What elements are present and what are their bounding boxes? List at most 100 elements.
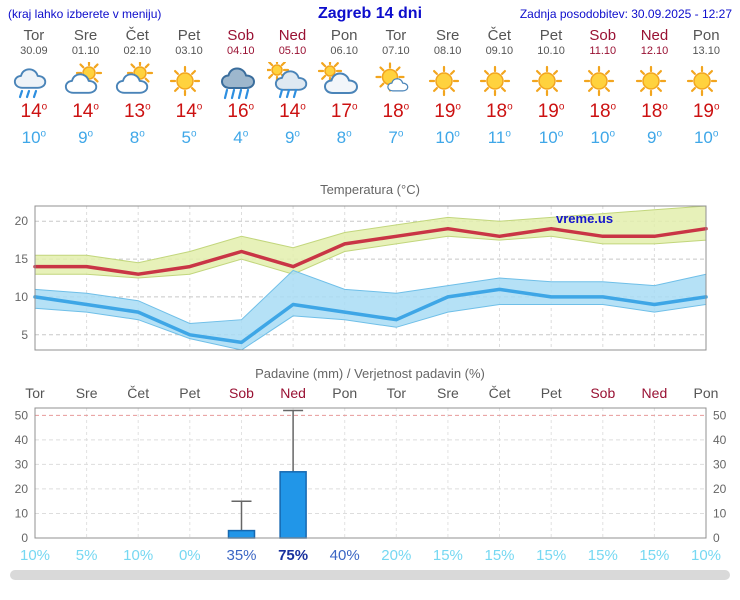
weather-icon-mostly-sunny	[375, 62, 409, 92]
max-temperature: 18o	[382, 101, 410, 122]
min-temperature: 10o	[693, 128, 719, 147]
weather-icon-cloudy	[318, 62, 359, 94]
day-date: 01.10	[71, 45, 100, 57]
header: (kraj lahko izberete v meniju) Zagreb 14…	[0, 0, 740, 25]
max-temperature: 19o	[434, 101, 461, 122]
day-column: Sre 01.10 14o 9o	[60, 27, 112, 148]
day-name: Ned	[278, 27, 307, 44]
precip-plot-border	[34, 407, 707, 539]
precip-day-label: Sob	[229, 385, 254, 401]
min-temperature: 11o	[487, 128, 511, 147]
day-name: Pet	[539, 27, 563, 44]
day-column: Ned 05.10 14o 9o	[266, 27, 319, 148]
page-title: Zagreb 14 dni	[317, 5, 423, 22]
y-tick-label-left: 10	[15, 507, 29, 521]
y-tick-label: 10	[15, 290, 29, 304]
day-name: Sre	[435, 27, 460, 44]
max-temperature: 14o	[20, 101, 48, 122]
day-date: 13.10	[692, 45, 720, 57]
precip-probability: 40%	[330, 547, 360, 564]
weather-icon-sunny	[170, 65, 201, 97]
min-temp-line	[33, 287, 708, 345]
day-date: 02.10	[123, 45, 152, 57]
max-temperature: 18o	[485, 101, 513, 122]
precip-bar	[227, 529, 256, 539]
day-column: Pon 13.10 19o 10o	[680, 27, 732, 148]
day-column: Sob 04.10 16o 4o	[215, 27, 267, 148]
day-date: 09.10	[485, 45, 514, 57]
day-name: Sob	[227, 27, 255, 44]
y-tick-label-left: 0	[21, 531, 28, 545]
precip-day-label: Pet	[541, 385, 562, 401]
max-temperature: 14o	[72, 101, 99, 122]
precip-probability: 15%	[588, 547, 618, 564]
last-updated: Zadnja posodobitev: 30.09.2025 - 12:27	[519, 7, 732, 21]
min-temperature: 10o	[21, 128, 47, 147]
precip-day-label: Pon	[694, 385, 719, 401]
max-temp-line	[33, 226, 708, 276]
precip-probability: 15%	[484, 547, 514, 564]
min-temperature: 5o	[181, 128, 197, 147]
day-column: Sre 08.10 19o 10o	[422, 27, 474, 148]
min-temperature: 7o	[388, 128, 404, 147]
weather-icon-sunny	[635, 65, 666, 97]
precipitation-chart-title: Padavine (mm) / Verjetnost padavin (%)	[255, 366, 485, 381]
precip-day-label: Čet	[489, 385, 511, 401]
y-tick-label: 20	[15, 214, 29, 228]
day-column: Pon 06.10 17o 8o	[318, 27, 370, 148]
day-name: Čet	[487, 27, 511, 44]
y-tick-label-left: 30	[15, 457, 29, 471]
precip-day-label: Sre	[437, 385, 459, 401]
precip-probability: 20%	[381, 547, 411, 564]
precip-day-label: Sre	[76, 385, 98, 401]
max-temperature: 17o	[330, 101, 358, 122]
temperature-plot: 5 10 15 20 vreme.us	[15, 205, 708, 351]
weather-icon-sunny	[480, 65, 511, 97]
y-tick-label-right: 40	[713, 433, 727, 447]
day-name: Sob	[589, 27, 617, 44]
weather-icon-sunny	[687, 65, 718, 97]
day-column: Ned 12.10 18o 9o	[629, 27, 681, 148]
day-name: Pet	[177, 27, 201, 44]
precip-probability: 15%	[639, 547, 669, 564]
day-column: Čet 09.10 18o 11o	[473, 27, 525, 148]
menu-hint: (kraj lahko izberete v meniju)	[8, 7, 162, 21]
y-tick-label-right: 0	[713, 531, 720, 545]
precip-probability: 10%	[691, 547, 721, 564]
min-temperature: 10o	[590, 128, 615, 147]
day-date: 08.10	[433, 45, 462, 57]
day-name: Čet	[125, 27, 149, 44]
y-tick-label-right: 50	[713, 408, 727, 422]
day-date: 04.10	[226, 45, 255, 57]
precip-bar	[279, 471, 307, 539]
day-column: Pet 10.10 19o 10o	[525, 27, 577, 148]
min-temperature: 9o	[646, 128, 662, 147]
precip-probability: 10%	[123, 547, 153, 564]
min-temperature: 9o	[284, 128, 300, 147]
temperature-chart-section: Temperatura (°C) 5 10 15 20 vreme.us	[0, 182, 740, 360]
weather-icon-sunny	[532, 65, 563, 97]
y-tick-label-left: 50	[15, 408, 29, 422]
day-name: Sre	[73, 27, 98, 44]
day-date: 10.10	[537, 45, 565, 57]
precip-probability: 35%	[226, 547, 256, 564]
max-temperature: 16o	[227, 101, 255, 122]
min-temperature: 8o	[336, 128, 352, 147]
precip-probability: 0%	[179, 547, 201, 564]
precip-day-label: Pet	[179, 385, 200, 401]
weather-icon-sunny	[428, 65, 459, 97]
temp-plot-border	[34, 205, 707, 351]
min-temperature: 10o	[435, 128, 460, 147]
precipitation-chart-section: Padavine (mm) / Verjetnost padavin (%) T…	[0, 366, 740, 566]
day-column: Tor 07.10 18o 7o	[370, 27, 422, 148]
precip-day-label: Sob	[590, 385, 615, 401]
max-temperature: 18o	[589, 101, 617, 122]
day-date: 06.10	[330, 45, 358, 57]
day-name: Tor	[385, 27, 407, 44]
precip-probability: 15%	[536, 547, 566, 564]
horizontal-scrollbar[interactable]	[10, 570, 730, 580]
day-column: Pet 03.10 14o 5o	[163, 27, 215, 148]
day-column: Čet 02.10 13o 8o	[111, 27, 163, 148]
day-name: Ned	[640, 27, 669, 44]
weather-icon-sunny	[583, 65, 615, 97]
